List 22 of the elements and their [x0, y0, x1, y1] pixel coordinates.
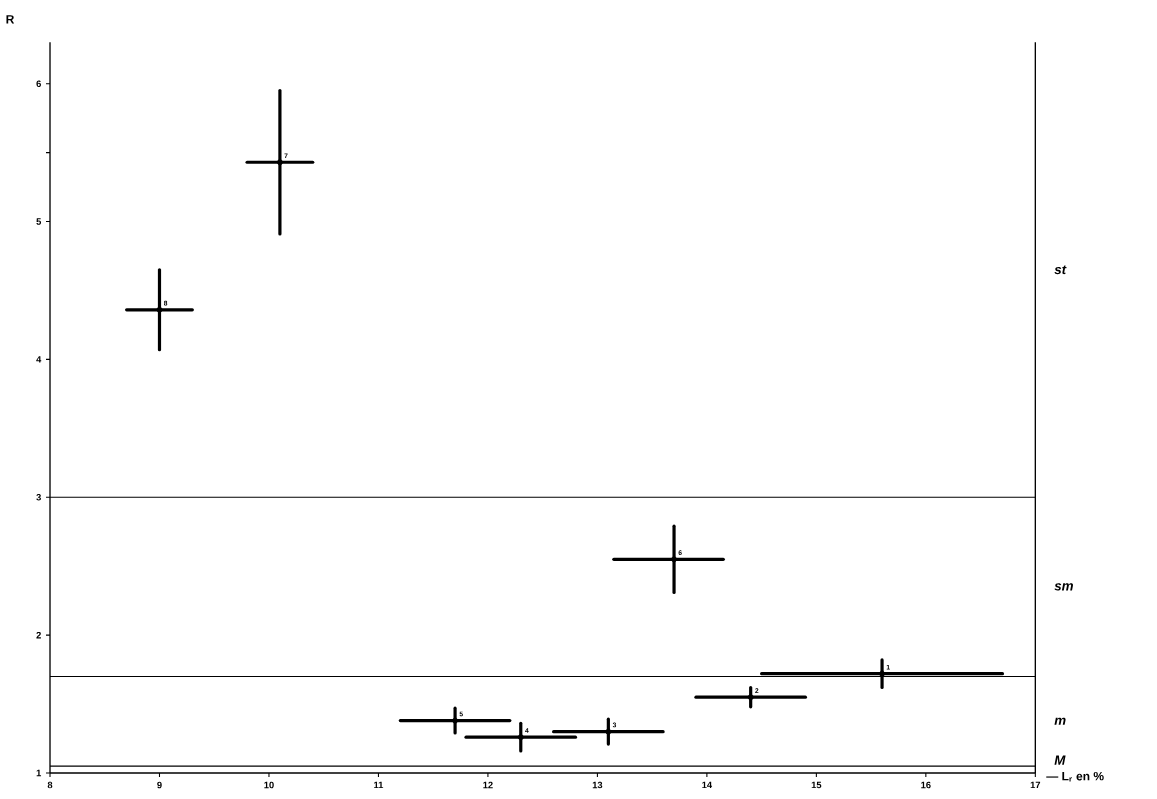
y-tick-label: 6 [36, 80, 41, 87]
x-tick-label: 8 [47, 781, 53, 789]
x-tick-label: 15 [811, 781, 822, 789]
x-tick-label: 16 [921, 781, 931, 789]
text: m [1054, 717, 1066, 725]
text: sm [1054, 583, 1073, 591]
y-axis-title: R [6, 15, 15, 24]
x-tick-label: 9 [157, 781, 162, 789]
y-tick-label: 5 [36, 218, 42, 225]
x-tick-label: 11 [374, 781, 384, 789]
y-tick-label: 3 [36, 493, 41, 501]
x-axis-title: — L$_{r}$ en % [1046, 771, 1104, 782]
x-tick-label: 14 [702, 781, 713, 789]
y-tick-label: 1 [36, 769, 42, 777]
x-tick-label: 17 [1030, 781, 1041, 789]
y-tick-label: 2 [36, 631, 41, 639]
text: M [1054, 755, 1066, 765]
x-tick-label: 10 [264, 781, 274, 789]
x-tick-label: 13 [592, 781, 603, 789]
y-tick-label: 4 [36, 356, 42, 363]
x-tick-label: 12 [483, 781, 493, 789]
text: st [1054, 265, 1067, 275]
